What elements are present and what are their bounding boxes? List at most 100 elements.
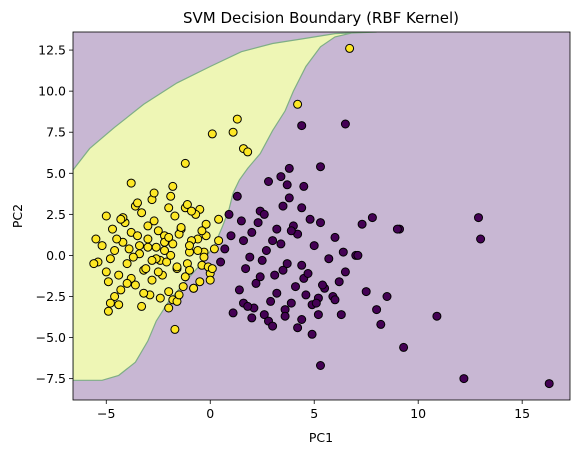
- point-class-0: [316, 218, 325, 228]
- plot-area: [73, 32, 570, 400]
- point-class-0: [272, 288, 282, 298]
- point-class-1: [199, 252, 209, 262]
- point-class-0: [361, 287, 371, 297]
- point-class-0: [282, 259, 292, 269]
- point-class-1: [91, 234, 101, 244]
- point-class-1: [122, 259, 132, 269]
- point-class-1: [139, 288, 149, 298]
- point-class-0: [307, 329, 317, 339]
- x-tick-label: 10: [410, 406, 426, 421]
- point-class-1: [97, 241, 107, 251]
- point-class-0: [291, 282, 300, 292]
- point-class-1: [164, 203, 174, 213]
- chart-title: SVM Decision Boundary (RBF Kernel): [183, 9, 459, 27]
- point-class-0: [474, 213, 483, 223]
- point-class-0: [272, 224, 282, 234]
- point-class-1: [189, 283, 199, 293]
- point-class-1: [164, 232, 174, 242]
- x-axis-label: PC1: [309, 430, 333, 445]
- point-class-0: [220, 244, 230, 254]
- point-class-1: [143, 221, 153, 231]
- point-class-1: [105, 254, 115, 264]
- point-class-0: [353, 250, 363, 260]
- y-tick-label: 10.0: [38, 84, 66, 99]
- point-class-0: [259, 310, 269, 320]
- point-class-0: [216, 257, 226, 267]
- point-class-1: [133, 231, 142, 241]
- point-class-0: [372, 305, 382, 315]
- point-class-1: [122, 278, 132, 288]
- point-class-1: [89, 259, 99, 269]
- point-class-1: [153, 226, 163, 236]
- point-class-0: [247, 313, 257, 323]
- point-class-0: [224, 209, 234, 219]
- y-axis: −7.5 −5.0 −2.5 0.0 2.5 5.0 7.5 10.0 12.5: [36, 43, 73, 386]
- x-tick-label: 0: [206, 406, 214, 421]
- y-tick-label: 5.0: [46, 166, 66, 181]
- point-class-0: [340, 267, 350, 277]
- point-class-1: [116, 214, 126, 224]
- x-tick-label: 15: [514, 406, 530, 421]
- point-class-0: [270, 270, 280, 280]
- point-class-1: [160, 246, 169, 255]
- point-class-0: [316, 361, 325, 370]
- point-class-0: [330, 295, 340, 305]
- point-class-0: [286, 226, 296, 236]
- point-class-0: [284, 163, 294, 173]
- point-class-0: [399, 342, 409, 352]
- point-class-0: [259, 209, 269, 219]
- point-class-1: [168, 181, 178, 191]
- point-class-1: [108, 224, 117, 234]
- point-class-1: [105, 298, 115, 308]
- point-class-0: [459, 374, 469, 384]
- point-class-0: [324, 254, 334, 264]
- point-class-1: [133, 198, 142, 208]
- point-class-1: [228, 127, 238, 137]
- y-tick-label: −5.0: [36, 330, 66, 345]
- point-class-0: [236, 216, 246, 226]
- point-class-0: [338, 247, 348, 257]
- point-class-1: [164, 287, 174, 297]
- point-class-0: [311, 298, 321, 308]
- point-class-0: [299, 181, 309, 191]
- point-class-0: [286, 298, 296, 308]
- point-class-0: [253, 218, 263, 228]
- point-class-1: [185, 241, 194, 251]
- point-class-1: [345, 43, 355, 53]
- point-class-1: [112, 234, 122, 244]
- point-class-1: [180, 272, 190, 282]
- point-class-1: [172, 262, 182, 272]
- point-class-0: [297, 260, 307, 270]
- point-class-1: [155, 293, 165, 303]
- x-tick-label: 5: [310, 406, 318, 421]
- point-class-0: [266, 296, 276, 306]
- point-class-1: [151, 242, 161, 252]
- point-class-1: [114, 270, 124, 280]
- point-class-0: [313, 310, 323, 320]
- point-class-0: [334, 277, 344, 287]
- point-class-0: [232, 191, 242, 201]
- point-class-1: [141, 264, 151, 274]
- point-class-0: [284, 193, 294, 203]
- point-class-1: [153, 267, 163, 277]
- y-tick-label: −2.5: [36, 289, 66, 304]
- points-layer: [89, 43, 554, 389]
- point-class-0: [301, 290, 311, 300]
- point-class-1: [143, 234, 153, 244]
- point-class-0: [261, 246, 271, 255]
- point-class-0: [257, 255, 267, 265]
- point-class-0: [303, 269, 313, 278]
- point-class-1: [214, 236, 224, 246]
- point-class-1: [110, 292, 120, 301]
- y-tick-label: 0.0: [46, 248, 66, 263]
- point-class-1: [195, 277, 205, 287]
- point-class-0: [251, 278, 261, 288]
- point-class-0: [276, 172, 286, 182]
- point-class-0: [336, 310, 346, 320]
- point-class-1: [201, 219, 211, 229]
- point-class-1: [209, 244, 219, 254]
- point-class-1: [178, 282, 188, 292]
- point-class-1: [293, 99, 303, 109]
- y-tick-label: 7.5: [46, 125, 66, 140]
- point-class-1: [207, 129, 217, 139]
